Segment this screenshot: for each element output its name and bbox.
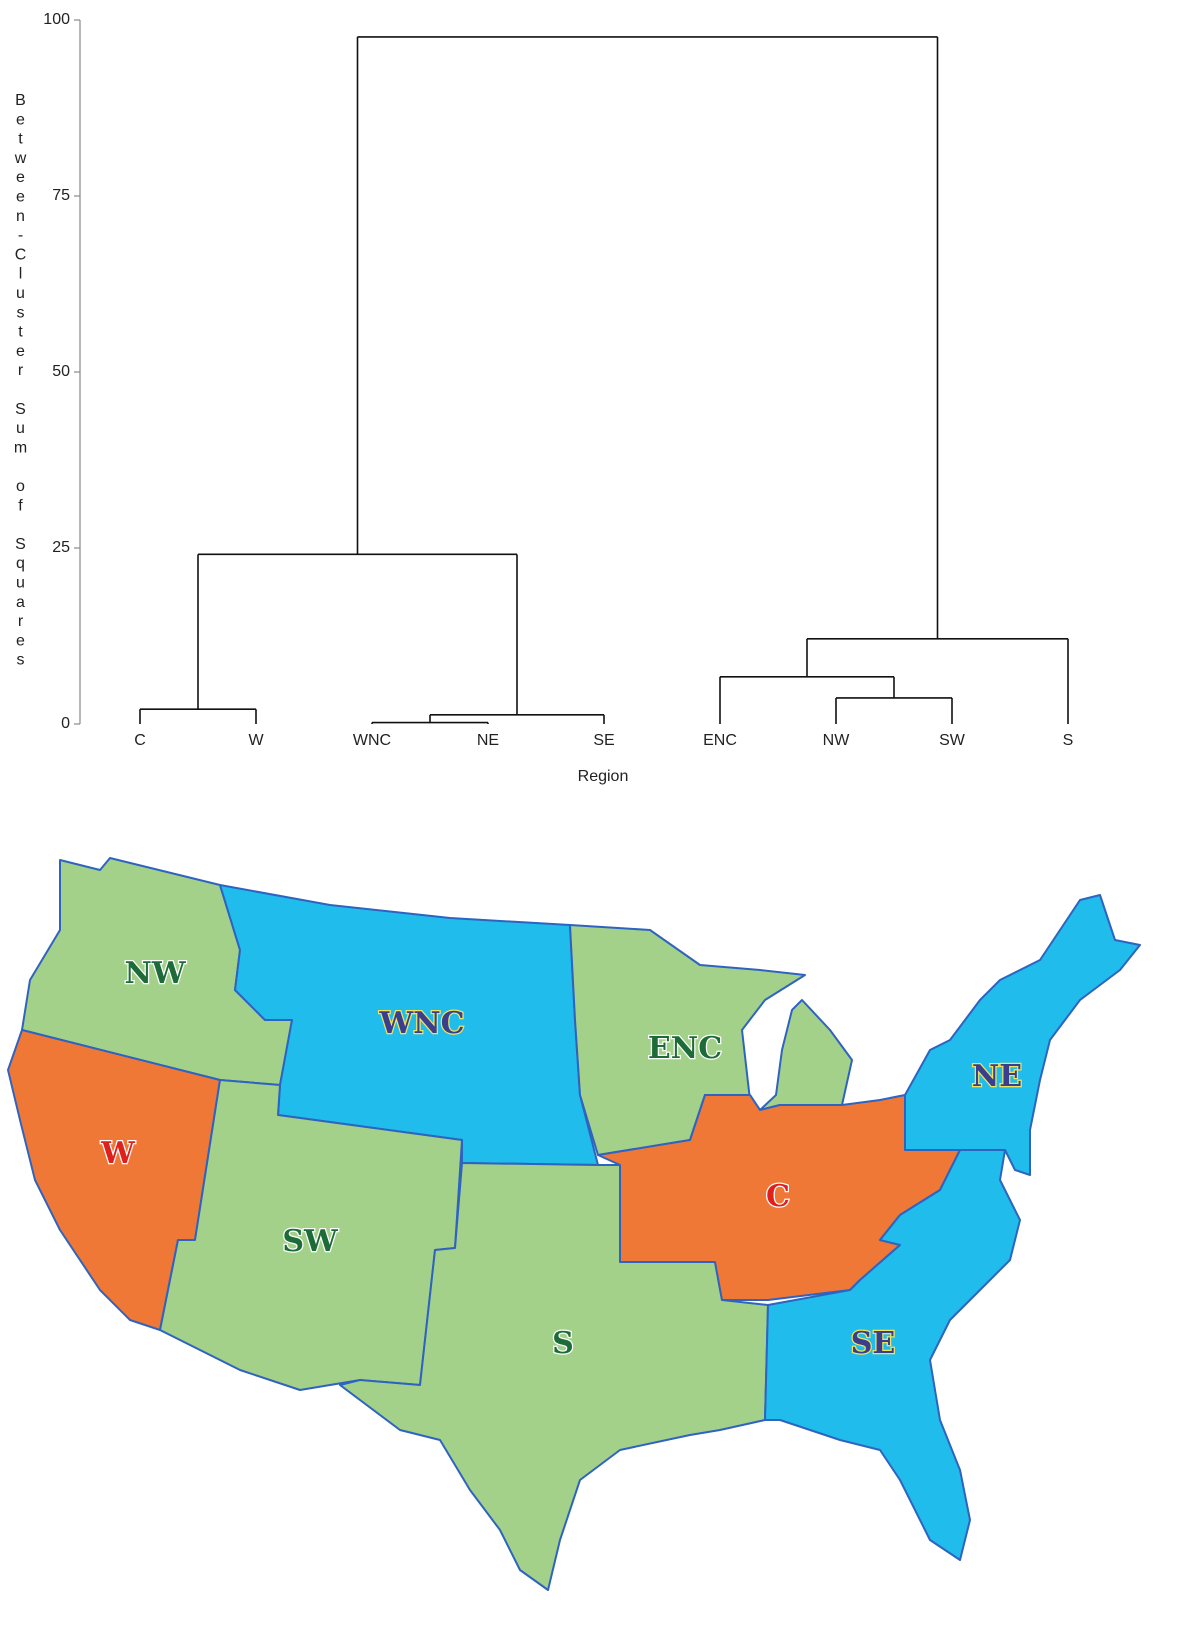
y-tick-label: 75	[52, 187, 70, 204]
y-tick-label: 25	[52, 539, 70, 556]
region-label: ENC	[648, 1031, 722, 1066]
y-tick-label: 50	[52, 363, 70, 380]
leaf-label: ENC	[703, 732, 737, 749]
leaf-label: NW	[823, 732, 851, 749]
leaf-label: SE	[593, 732, 614, 749]
region-label: NW	[124, 956, 186, 991]
y-tick-label: 0	[61, 715, 70, 732]
region-label: W	[100, 1136, 136, 1171]
region-label: C	[766, 1179, 790, 1214]
region-label: SW	[282, 1224, 339, 1259]
leaf-label: NE	[477, 732, 499, 749]
map-region	[764, 1149, 1021, 1561]
leaf-label: W	[248, 732, 264, 749]
region-label: S	[552, 1326, 574, 1361]
y-tick-label: 100	[43, 11, 70, 28]
y-axis-title: Between-Cluster Sum of Squares	[12, 92, 29, 671]
map-region	[904, 894, 1141, 1176]
leaf-label: SW	[939, 732, 966, 749]
region-label: WNC	[379, 1006, 465, 1041]
region-label: SE	[851, 1326, 896, 1361]
region-label: NE	[972, 1059, 1022, 1094]
x-axis-title: Region	[578, 768, 629, 785]
leaf-label: S	[1063, 732, 1074, 749]
leaf-label: C	[134, 732, 146, 749]
leaf-label: WNC	[353, 732, 391, 749]
